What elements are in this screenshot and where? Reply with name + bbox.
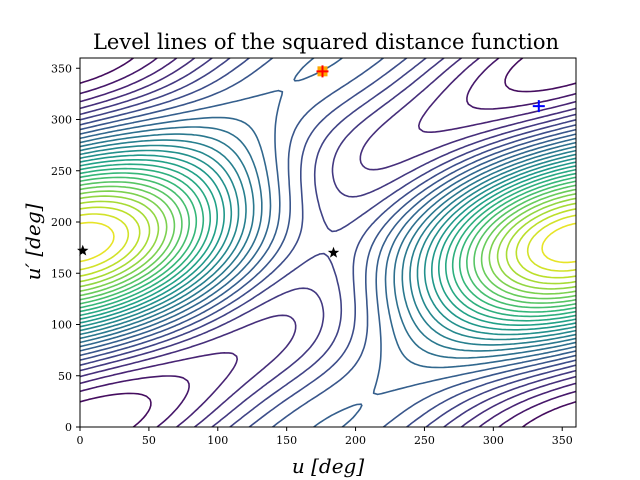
y-tick-label: 250 bbox=[51, 165, 72, 178]
contour-level-2 bbox=[80, 58, 576, 427]
x-tick-label: 350 bbox=[552, 434, 573, 447]
contour-level-19 bbox=[80, 167, 576, 318]
markers bbox=[77, 65, 545, 258]
contour-level-13 bbox=[80, 139, 576, 346]
y-tick-label: 0 bbox=[65, 421, 72, 434]
contour-level-18 bbox=[80, 163, 576, 322]
contour-level-21 bbox=[80, 176, 576, 309]
contour-level-3 bbox=[80, 58, 576, 427]
contour-level-29 bbox=[80, 221, 576, 264]
y-tick-label: 200 bbox=[51, 216, 72, 229]
contour-level-26 bbox=[80, 200, 576, 285]
plot-frame bbox=[79, 57, 577, 428]
contour-level-28 bbox=[80, 213, 576, 272]
chart-title: Level lines of the squared distance func… bbox=[93, 30, 559, 54]
y-tick-label: 350 bbox=[51, 62, 72, 75]
contour-level-16 bbox=[80, 154, 576, 331]
contour-level-22 bbox=[80, 181, 576, 304]
contour-level-12 bbox=[80, 133, 576, 352]
contour-lines bbox=[80, 58, 576, 427]
x-axis: 0 50 100 150 200 250 300 350 bbox=[77, 427, 573, 447]
marker-plus-2 bbox=[532, 100, 545, 113]
contour-level-20 bbox=[80, 172, 576, 313]
y-axis: 0 50 100 150 200 250 300 350 bbox=[51, 62, 80, 434]
y-tick-label: 100 bbox=[51, 319, 72, 332]
contour-level-6 bbox=[80, 58, 576, 427]
contour-level-25 bbox=[80, 195, 576, 290]
y-tick-label: 150 bbox=[51, 267, 72, 280]
contour-level-27 bbox=[80, 206, 576, 279]
x-tick-label: 200 bbox=[345, 434, 366, 447]
contour-level-10 bbox=[80, 116, 576, 369]
y-axis-label: u′ [deg] bbox=[21, 203, 45, 280]
contour-level-8 bbox=[80, 58, 576, 427]
contour-level-17 bbox=[80, 159, 576, 326]
x-axis-label: u [deg] bbox=[292, 454, 364, 478]
x-tick-label: 0 bbox=[77, 434, 84, 447]
y-tick-label: 300 bbox=[51, 114, 72, 127]
marker-star-3 bbox=[77, 244, 89, 256]
x-tick-label: 250 bbox=[414, 434, 435, 447]
x-tick-label: 50 bbox=[142, 434, 156, 447]
contour-level-24 bbox=[80, 190, 576, 295]
marker-plus-1 bbox=[316, 65, 329, 78]
marker-star-4 bbox=[327, 246, 340, 258]
y-tick-label: 50 bbox=[58, 370, 72, 383]
contour-level-14 bbox=[80, 144, 576, 341]
contour-level-9 bbox=[80, 58, 576, 427]
x-tick-label: 100 bbox=[207, 434, 228, 447]
x-tick-label: 300 bbox=[483, 434, 504, 447]
contour-level-15 bbox=[80, 149, 576, 336]
contour-level-23 bbox=[80, 185, 576, 300]
contour-level-11 bbox=[80, 126, 576, 359]
x-tick-label: 150 bbox=[276, 434, 297, 447]
